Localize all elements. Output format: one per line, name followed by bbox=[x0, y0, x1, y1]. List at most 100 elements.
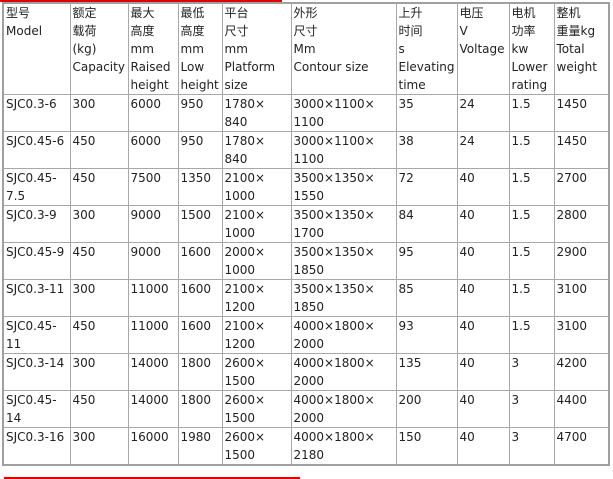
cell-contour-size: 4000×1800× 2000 bbox=[290, 316, 397, 354]
cell-total-weight: 4700 bbox=[553, 427, 610, 466]
cell-voltage: 40 bbox=[456, 316, 510, 354]
cell-contour-size: 3000×1100× 1100 bbox=[290, 131, 397, 169]
cell-capacity: 450 bbox=[69, 168, 129, 206]
cell-lower-rating: 3 bbox=[508, 353, 555, 391]
cell-low-height: 1800 bbox=[177, 390, 223, 428]
cell-capacity: 300 bbox=[69, 427, 129, 466]
cell-capacity: 300 bbox=[69, 279, 129, 317]
cell-raised-height: 6000 bbox=[127, 94, 179, 132]
cell-total-weight: 4400 bbox=[553, 390, 610, 428]
cell-contour-size: 4000×1800× 2000 bbox=[290, 390, 397, 428]
table-row: SJC0.3-14 300 14000 1800 2600× 1500 4000×1800… bbox=[2, 353, 610, 391]
cell-lower-rating: 1.5 bbox=[508, 242, 555, 280]
cell-lower-rating: 1.5 bbox=[508, 205, 555, 243]
cell-model: SJC0.45- 7.5 bbox=[2, 168, 71, 206]
cell-model: SJC0.3-6 bbox=[2, 94, 71, 132]
bottom-red-divider bbox=[4, 477, 300, 479]
cell-platform-size: 1780× 840 bbox=[221, 94, 292, 132]
cell-platform-size: 2600× 1500 bbox=[221, 390, 292, 428]
cell-raised-height: 14000 bbox=[127, 390, 179, 428]
cell-contour-size: 3500×1350× 1700 bbox=[290, 205, 397, 243]
cell-model: SJC0.3-9 bbox=[2, 205, 71, 243]
table-row: SJC0.45-9 450 9000 1600 2000× 1000 3500×1350×… bbox=[2, 242, 610, 280]
cell-low-height: 1350 bbox=[177, 168, 223, 206]
cell-voltage: 40 bbox=[456, 390, 510, 428]
header-row: 型号 Model 额定 载荷 (kg) Capacity 最大 高度 mm Rais… bbox=[2, 2, 610, 95]
cell-lower-rating: 1.5 bbox=[508, 94, 555, 132]
table-row: SJC0.45- 11 450 11000 1600 2100× 1200 4000×18… bbox=[2, 316, 610, 354]
cell-total-weight: 1450 bbox=[553, 131, 610, 169]
header-low-height: 最低 高度 mm Low height bbox=[177, 2, 223, 95]
cell-elevating-time: 93 bbox=[395, 316, 458, 354]
cell-model: SJC0.45- 11 bbox=[2, 316, 71, 354]
cell-total-weight: 3100 bbox=[553, 316, 610, 354]
cell-raised-height: 16000 bbox=[127, 427, 179, 466]
cell-total-weight: 3100 bbox=[553, 279, 610, 317]
cell-contour-size: 3500×1350× 1850 bbox=[290, 242, 397, 280]
header-raised-height: 最大 高度 mm Raised height bbox=[127, 2, 179, 95]
cell-contour-size: 3500×1350× 1850 bbox=[290, 279, 397, 317]
header-contour-size: 外形 尺寸 Mm Contour size bbox=[290, 2, 397, 95]
cell-capacity: 450 bbox=[69, 390, 129, 428]
table-row: SJC0.3-6 300 6000 950 1780× 840 3000×1100× 11… bbox=[2, 94, 610, 132]
cell-capacity: 300 bbox=[69, 94, 129, 132]
cell-contour-size: 4000×1800× 2180 bbox=[290, 427, 397, 466]
cell-voltage: 40 bbox=[456, 353, 510, 391]
cell-elevating-time: 95 bbox=[395, 242, 458, 280]
cell-lower-rating: 1.5 bbox=[508, 316, 555, 354]
cell-lower-rating: 3 bbox=[508, 427, 555, 466]
top-red-divider bbox=[0, 0, 282, 2]
cell-platform-size: 2600× 1500 bbox=[221, 353, 292, 391]
cell-raised-height: 7500 bbox=[127, 168, 179, 206]
cell-raised-height: 11000 bbox=[127, 279, 179, 317]
cell-voltage: 24 bbox=[456, 94, 510, 132]
cell-voltage: 40 bbox=[456, 279, 510, 317]
cell-voltage: 40 bbox=[456, 205, 510, 243]
cell-total-weight: 1450 bbox=[553, 94, 610, 132]
cell-elevating-time: 150 bbox=[395, 427, 458, 466]
table-row: SJC0.3-16 300 16000 1980 2600× 1500 4000×1800… bbox=[2, 427, 610, 466]
cell-elevating-time: 38 bbox=[395, 131, 458, 169]
cell-model: SJC0.45- 14 bbox=[2, 390, 71, 428]
cell-elevating-time: 85 bbox=[395, 279, 458, 317]
spec-table: 型号 Model 额定 载荷 (kg) Capacity 最大 高度 mm Rais… bbox=[2, 2, 611, 466]
cell-platform-size: 2600× 1500 bbox=[221, 427, 292, 466]
cell-voltage: 40 bbox=[456, 168, 510, 206]
cell-voltage: 40 bbox=[456, 242, 510, 280]
cell-platform-size: 2100× 1200 bbox=[221, 279, 292, 317]
cell-elevating-time: 35 bbox=[395, 94, 458, 132]
table-row: SJC0.45-6 450 6000 950 1780× 840 3000×1100× 1… bbox=[2, 131, 610, 169]
cell-lower-rating: 3 bbox=[508, 390, 555, 428]
cell-low-height: 1500 bbox=[177, 205, 223, 243]
cell-platform-size: 2100× 1000 bbox=[221, 168, 292, 206]
cell-voltage: 40 bbox=[456, 427, 510, 466]
cell-raised-height: 14000 bbox=[127, 353, 179, 391]
header-total-weight: 整机 重量kg Total weight bbox=[553, 2, 610, 95]
cell-raised-height: 11000 bbox=[127, 316, 179, 354]
cell-low-height: 950 bbox=[177, 131, 223, 169]
cell-platform-size: 2100× 1200 bbox=[221, 316, 292, 354]
cell-raised-height: 9000 bbox=[127, 205, 179, 243]
header-lower-rating: 电机 功率 kw Lower rating bbox=[508, 2, 555, 95]
cell-total-weight: 2900 bbox=[553, 242, 610, 280]
table-row: SJC0.45- 7.5 450 7500 1350 2100× 1000 3500×13… bbox=[2, 168, 610, 206]
cell-elevating-time: 200 bbox=[395, 390, 458, 428]
cell-capacity: 300 bbox=[69, 205, 129, 243]
table-row: SJC0.3-9 300 9000 1500 2100× 1000 3500×1350× … bbox=[2, 205, 610, 243]
cell-low-height: 1600 bbox=[177, 242, 223, 280]
table-row: SJC0.45- 14 450 14000 1800 2600× 1500 4000×18… bbox=[2, 390, 610, 428]
cell-platform-size: 2100× 1000 bbox=[221, 205, 292, 243]
cell-model: SJC0.45-9 bbox=[2, 242, 71, 280]
header-platform-size: 平台 尺寸 mm Platform size bbox=[221, 2, 292, 95]
cell-model: SJC0.45-6 bbox=[2, 131, 71, 169]
cell-total-weight: 2800 bbox=[553, 205, 610, 243]
cell-capacity: 450 bbox=[69, 316, 129, 354]
cell-platform-size: 2000× 1000 bbox=[221, 242, 292, 280]
cell-elevating-time: 72 bbox=[395, 168, 458, 206]
cell-contour-size: 3500×1350× 1550 bbox=[290, 168, 397, 206]
cell-lower-rating: 1.5 bbox=[508, 168, 555, 206]
cell-total-weight: 2700 bbox=[553, 168, 610, 206]
cell-low-height: 1600 bbox=[177, 316, 223, 354]
cell-capacity: 300 bbox=[69, 353, 129, 391]
cell-contour-size: 4000×1800× 2000 bbox=[290, 353, 397, 391]
